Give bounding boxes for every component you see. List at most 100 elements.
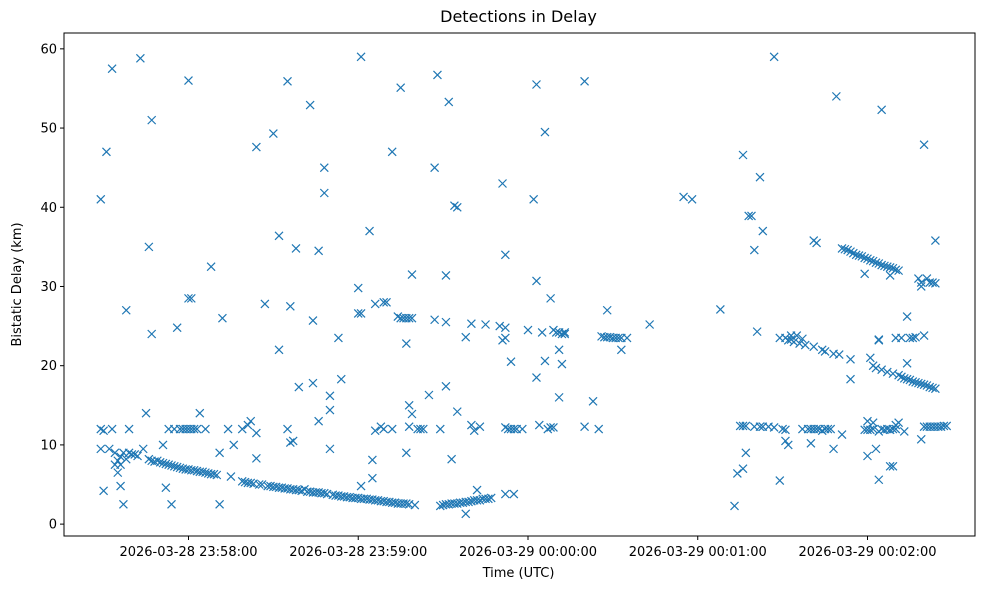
data-point xyxy=(314,246,324,256)
data-point xyxy=(908,333,918,343)
data-point xyxy=(370,299,380,309)
data-point xyxy=(113,456,123,466)
y-tick-label: 40 xyxy=(40,201,57,216)
data-point xyxy=(888,461,898,471)
data-point xyxy=(475,422,485,432)
data-point xyxy=(911,377,921,387)
data-point xyxy=(905,375,915,385)
data-point xyxy=(138,444,148,454)
data-point xyxy=(192,424,202,434)
data-point xyxy=(880,261,889,271)
data-point xyxy=(500,423,510,432)
data-point xyxy=(919,380,929,390)
data-point xyxy=(789,337,799,347)
data-point xyxy=(922,274,932,283)
x-tick-label: 2026-03-29 00:00:00 xyxy=(459,545,597,560)
data-point xyxy=(877,365,887,375)
data-point xyxy=(246,478,256,488)
data-point xyxy=(475,495,485,505)
data-point xyxy=(500,250,510,260)
data-point xyxy=(928,383,937,393)
data-point xyxy=(401,448,411,458)
data-point xyxy=(99,486,109,496)
data-point xyxy=(96,194,106,204)
data-point xyxy=(560,327,570,337)
data-point xyxy=(882,367,892,377)
data-point xyxy=(107,64,117,74)
data-point xyxy=(251,142,261,152)
data-point xyxy=(325,391,335,401)
data-point xyxy=(404,313,414,323)
data-point xyxy=(135,53,145,63)
data-point xyxy=(353,283,363,293)
data-point xyxy=(291,244,301,253)
data-point xyxy=(237,476,247,486)
data-point xyxy=(885,461,895,471)
data-point xyxy=(215,448,225,458)
data-point xyxy=(741,448,751,458)
x-tick-label: 2026-03-29 00:01:00 xyxy=(629,545,767,560)
data-point xyxy=(560,329,570,339)
data-point xyxy=(846,354,855,364)
data-point xyxy=(930,236,940,245)
data-point xyxy=(843,245,853,255)
data-point xyxy=(430,163,440,173)
data-point xyxy=(441,317,451,327)
y-tick-label: 10 xyxy=(40,438,57,453)
data-point xyxy=(407,313,417,323)
data-point xyxy=(752,327,762,337)
y-tick-label: 20 xyxy=(40,359,57,374)
data-point xyxy=(283,424,292,434)
y-tick-label: 50 xyxy=(40,122,57,137)
data-point xyxy=(797,334,807,344)
data-point xyxy=(874,335,884,344)
data-point xyxy=(433,70,442,80)
data-point xyxy=(885,263,895,272)
data-point xyxy=(189,465,199,475)
data-point xyxy=(274,231,284,241)
data-point xyxy=(444,97,454,107)
data-point xyxy=(268,129,278,139)
data-point xyxy=(871,363,881,373)
data-point xyxy=(130,449,140,459)
data-point xyxy=(826,424,836,434)
data-point xyxy=(161,459,171,469)
data-point xyxy=(104,444,114,454)
data-point xyxy=(325,444,335,454)
data-point xyxy=(308,316,318,325)
data-point xyxy=(118,499,128,509)
data-point xyxy=(523,325,533,335)
y-tick-label: 60 xyxy=(40,42,57,57)
data-point xyxy=(481,320,490,329)
data-point xyxy=(260,299,270,309)
data-point xyxy=(452,407,462,417)
data-point xyxy=(549,423,558,432)
data-point xyxy=(500,489,510,499)
data-point xyxy=(902,374,912,384)
data-point xyxy=(913,378,923,388)
data-point xyxy=(738,150,748,160)
data-point xyxy=(141,408,151,418)
data-point xyxy=(379,297,389,307)
data-point xyxy=(580,76,589,86)
data-point xyxy=(418,424,428,434)
data-point xyxy=(285,438,295,447)
data-point xyxy=(172,323,182,333)
data-point xyxy=(732,468,742,478)
data-point xyxy=(888,369,898,379)
data-point xyxy=(840,244,850,254)
data-point xyxy=(911,332,921,342)
data-point xyxy=(285,301,295,311)
data-point xyxy=(461,332,471,342)
data-point xyxy=(882,262,892,272)
data-point xyxy=(184,76,193,85)
data-point xyxy=(942,421,952,431)
data-point xyxy=(871,444,881,454)
y-axis: 0 10 20 30 40 50 60 xyxy=(40,42,64,533)
data-point xyxy=(441,381,451,391)
data-point xyxy=(775,476,785,485)
data-point xyxy=(283,76,292,86)
data-point xyxy=(435,424,445,434)
data-point xyxy=(116,452,126,462)
